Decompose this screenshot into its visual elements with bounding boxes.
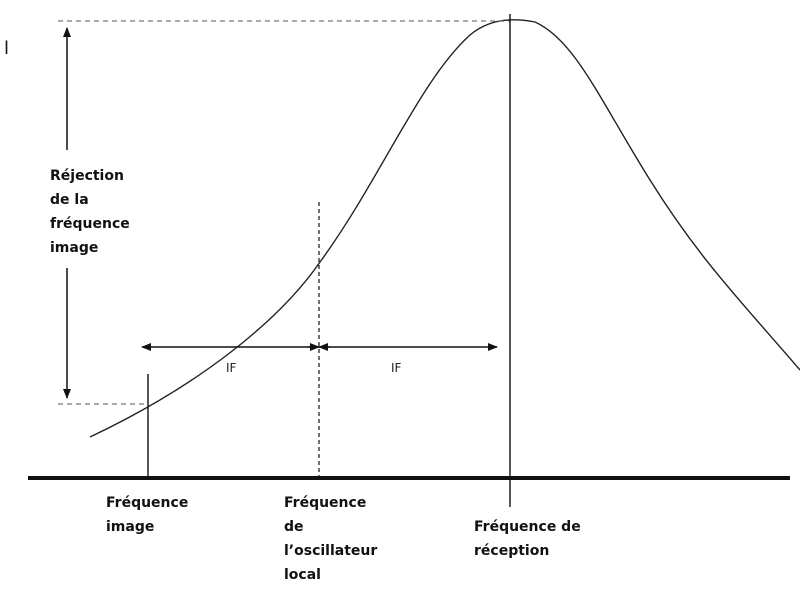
if-right-label: IF (391, 361, 402, 375)
reception-frequency-label: Fréquence de réception (474, 519, 581, 559)
if-left-label: IF (226, 361, 237, 375)
rejection-label: Réjection de la fréquence image (50, 168, 130, 256)
stray-mark: l (4, 38, 10, 59)
selectivity-curve (89, 19, 800, 438)
local-oscillator-label: Fréquence de l’oscillateur local (284, 495, 378, 583)
image-frequency-label: Fréquence image (106, 495, 189, 535)
